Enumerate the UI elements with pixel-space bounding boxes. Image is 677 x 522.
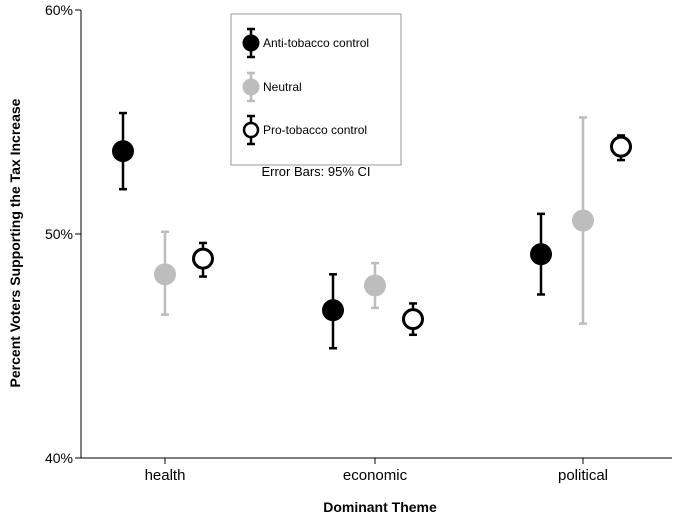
data-point-open xyxy=(402,308,424,331)
data-point xyxy=(322,299,344,322)
x-tick-label: economic xyxy=(343,467,408,484)
axes-layer: 40% 50% 60% health economic political xyxy=(45,2,672,484)
x-tick-label: political xyxy=(558,467,608,484)
y-tick-label: 40% xyxy=(45,450,73,466)
legend-box xyxy=(230,13,402,166)
legend-item: Pro-tobacco control xyxy=(242,114,367,146)
y-tick-label: 50% xyxy=(45,226,73,242)
legend-item: Anti-tobacco control xyxy=(242,27,369,59)
legend-label: Pro-tobacco control xyxy=(263,123,367,137)
series-anti-tobacco-control xyxy=(112,111,552,350)
data-point-open xyxy=(610,135,632,158)
x-tick-label: health xyxy=(145,467,186,484)
y-axis-label: Percent Voters Supporting the Tax Increa… xyxy=(7,98,23,387)
data-point xyxy=(364,274,386,297)
data-marks-layer xyxy=(112,111,632,350)
legend-item: Neutral xyxy=(242,71,302,103)
legend-marker-open xyxy=(242,121,260,139)
y-tick-label: 60% xyxy=(45,2,73,18)
data-point xyxy=(112,140,134,163)
legend-marker xyxy=(242,78,260,96)
x-axis-label: Dominant Theme xyxy=(323,499,437,515)
legend: Anti-tobacco control Neutral Pro-tobacco c… xyxy=(230,13,402,179)
data-point xyxy=(530,243,552,266)
data-point-open xyxy=(192,247,214,270)
series-neutral xyxy=(154,116,594,325)
series-pro-tobacco-control xyxy=(192,134,632,337)
data-point xyxy=(572,209,594,232)
legend-label: Neutral xyxy=(263,80,302,94)
legend-marker xyxy=(242,34,260,52)
data-point xyxy=(154,263,176,286)
legend-label: Anti-tobacco control xyxy=(263,36,369,50)
legend-note: Error Bars: 95% CI xyxy=(261,164,370,179)
